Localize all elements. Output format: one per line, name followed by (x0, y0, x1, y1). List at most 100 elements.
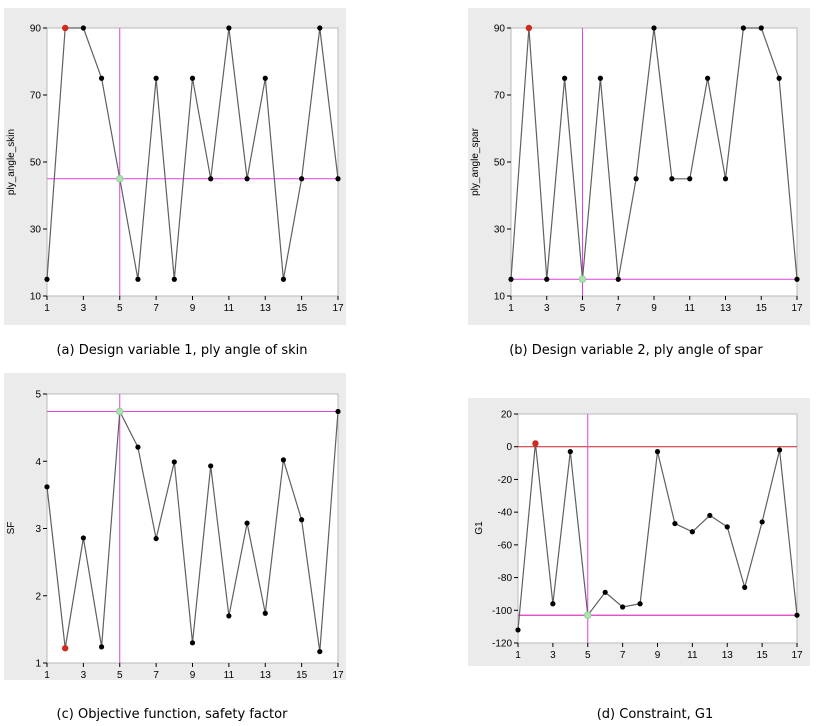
x-tick-label: 17 (332, 303, 344, 314)
data-point (597, 75, 603, 81)
x-tick-label: 3 (544, 303, 550, 314)
data-point (724, 524, 730, 530)
y-tick-label: 90 (30, 24, 42, 35)
data-point (61, 24, 69, 32)
data-point (299, 517, 305, 523)
x-tick-label: 15 (296, 670, 308, 681)
data-point (226, 25, 232, 31)
y-tick-label: -60 (498, 540, 513, 551)
y-axis-label: ply_angle_skin (6, 129, 17, 195)
y-axis-label: G1 (474, 521, 485, 535)
data-point (567, 449, 573, 455)
data-point (44, 484, 50, 490)
data-point (633, 176, 639, 182)
plot-area (517, 413, 798, 644)
data-point (171, 459, 177, 465)
y-tick-label: 10 (30, 292, 42, 303)
data-point (244, 176, 250, 182)
y-tick-label: 70 (494, 91, 506, 102)
selected-point (116, 175, 124, 183)
x-tick-label: 11 (685, 303, 696, 314)
data-point (672, 520, 678, 527)
data-point (262, 75, 268, 81)
x-tick-label: 9 (190, 670, 196, 681)
data-point (615, 276, 621, 282)
data-point (299, 176, 305, 182)
y-tick-label: 20 (501, 410, 513, 421)
plot-area (46, 393, 339, 664)
x-tick-label: 7 (615, 303, 621, 314)
x-tick-label: 3 (550, 650, 556, 661)
data-point (262, 610, 268, 616)
data-point (794, 276, 800, 282)
data-point (689, 529, 695, 535)
x-tick-label: 5 (585, 650, 591, 661)
data-point (776, 75, 782, 81)
data-point (335, 176, 341, 182)
x-tick-label: 13 (260, 303, 272, 314)
y-tick-label: 4 (35, 457, 41, 468)
x-tick-label: 9 (655, 650, 661, 661)
data-point (794, 612, 800, 618)
data-point (705, 75, 711, 81)
data-point (759, 519, 765, 525)
x-tick-label: 1 (44, 303, 50, 314)
data-point (98, 644, 105, 650)
x-tick-label: 1 (515, 650, 521, 661)
y-tick-label: 30 (30, 225, 42, 236)
data-point (532, 440, 539, 447)
data-point (620, 604, 626, 610)
chart-caption: (d) Constraint, G1 (597, 707, 714, 722)
data-point (525, 24, 533, 32)
data-point (153, 75, 159, 81)
data-point (740, 25, 746, 31)
y-tick-label: -40 (498, 508, 513, 519)
data-point (189, 640, 196, 646)
x-tick-label: 15 (757, 650, 769, 661)
x-tick-label: 7 (153, 303, 159, 314)
x-tick-label: 7 (153, 670, 159, 681)
y-tick-label: 0 (506, 442, 512, 453)
x-tick-label: 11 (224, 670, 235, 681)
data-point (669, 176, 675, 182)
data-point (544, 276, 550, 282)
x-tick-label: 15 (296, 303, 308, 314)
data-point (61, 645, 69, 652)
data-point (80, 25, 86, 31)
x-tick-label: 5 (117, 303, 123, 314)
y-tick-label: 70 (30, 91, 42, 102)
y-axis-label: SF (6, 522, 17, 535)
selected-point (116, 407, 124, 416)
data-point (317, 648, 323, 655)
selected-point (584, 611, 592, 619)
y-tick-label: 90 (494, 24, 506, 35)
data-point (153, 535, 159, 542)
x-tick-label: 17 (332, 670, 344, 681)
data-point (707, 512, 713, 519)
data-point (335, 408, 341, 415)
data-point (742, 584, 748, 590)
y-axis-label: ply_angle_spar (470, 127, 481, 195)
data-point (602, 589, 608, 595)
data-point (515, 627, 521, 633)
y-tick-label: 2 (35, 591, 41, 602)
chart-caption: (c) Objective function, safety factor (57, 707, 289, 722)
x-tick-label: 5 (117, 670, 123, 681)
data-point (654, 449, 661, 455)
data-point (171, 276, 177, 282)
y-tick-label: 50 (30, 158, 42, 169)
y-tick-label: 5 (35, 390, 41, 401)
plot-area (510, 27, 798, 297)
x-tick-label: 13 (260, 670, 272, 681)
data-point (651, 25, 657, 31)
y-tick-label: 30 (494, 225, 506, 236)
chart-caption: (b) Design variable 2, ply angle of spar (509, 343, 763, 358)
x-tick-label: 11 (224, 303, 235, 314)
data-point (208, 176, 214, 182)
data-point (189, 75, 196, 81)
